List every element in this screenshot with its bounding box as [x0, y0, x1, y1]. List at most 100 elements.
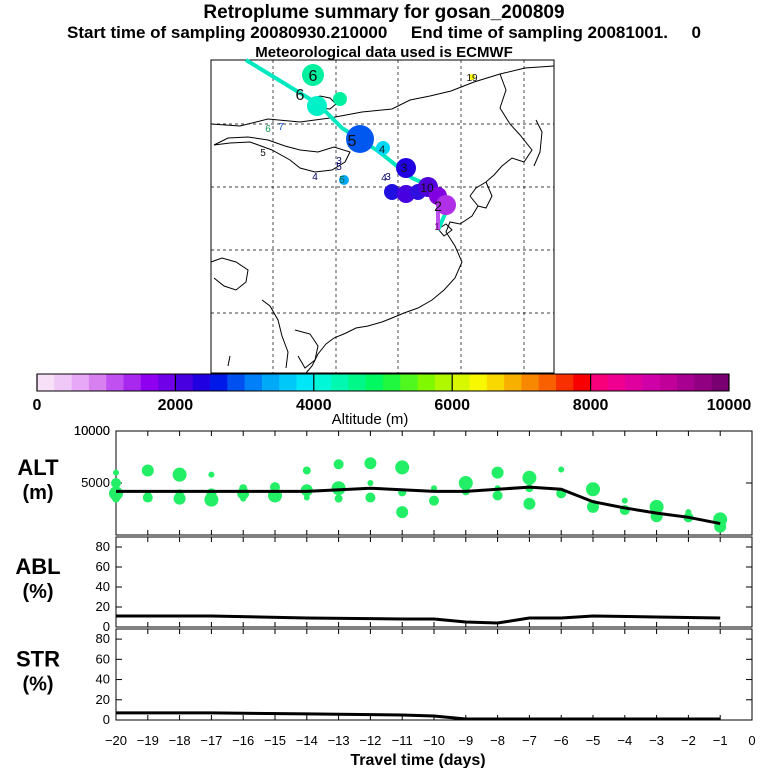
y-tick-label: 80: [96, 631, 110, 646]
scatter-point: [587, 500, 599, 513]
scatter-point: [523, 497, 536, 510]
x-tick-label: −9: [458, 733, 473, 748]
colorbar-cell: [88, 374, 107, 391]
map-day-label: 3: [385, 172, 391, 183]
colorbar-cell: [677, 374, 695, 391]
colorbar-cell: [365, 374, 384, 391]
x-tick-label: −16: [232, 733, 254, 748]
colorbar-cell: [486, 374, 505, 391]
sampling-period: Start time of sampling 20080930.210000 E…: [66, 23, 701, 42]
centroid-bubble: [384, 184, 400, 200]
panel-ylabel: (%): [22, 581, 53, 603]
x-tick-label: −2: [681, 733, 696, 748]
colorbar-cell: [192, 374, 211, 391]
scatter-point: [365, 492, 376, 503]
x-tick-label: −15: [264, 733, 286, 748]
map-day-label: 3: [336, 156, 342, 167]
panel-ylabel: ABL: [15, 554, 60, 579]
scatter-point: [173, 492, 186, 505]
colorbar-cell: [123, 374, 142, 391]
map-day-label: 7: [278, 122, 284, 133]
centroid-bubble: [376, 141, 390, 155]
time-series-panels: 50001000010000ALT(m)020406080ABL(%)02040…: [15, 423, 755, 768]
colorbar-cell: [175, 374, 194, 391]
series-line: [116, 711, 721, 721]
scatter-point: [172, 467, 187, 482]
colorbar-cell: [607, 374, 626, 391]
panel-ylabel: STR: [16, 647, 60, 672]
scatter-point: [586, 482, 600, 497]
map-day-label: 1: [434, 222, 440, 233]
panel-frame: [115, 536, 753, 628]
y-tick-label: 60: [96, 651, 110, 666]
x-tick-label: −13: [328, 733, 350, 748]
scatter-point: [334, 494, 343, 503]
colorbar-cell: [54, 374, 73, 391]
x-tick-label: −20: [105, 733, 127, 748]
colorbar-cell: [642, 374, 661, 391]
colorbar-cell: [573, 374, 592, 391]
centroid-bubble: [396, 158, 416, 178]
scatter-point: [204, 492, 219, 507]
panel-ylabel: (%): [22, 674, 53, 696]
panel-frame: [115, 628, 753, 721]
map-day-label: 3: [401, 161, 408, 175]
colorbar-tick-label: 6000: [434, 397, 470, 414]
colorbar-cell: [469, 374, 488, 391]
scatter-point: [240, 495, 247, 502]
colorbar-cell: [37, 374, 55, 391]
colorbar-cell: [348, 374, 367, 391]
x-axis-label: Travel time (days): [350, 752, 485, 768]
map-day-label: 10: [420, 181, 434, 195]
colorbar-tick-label: 8000: [573, 397, 609, 414]
x-tick-label: −3: [649, 733, 664, 748]
centroid-bubble: [302, 64, 324, 86]
colorbar-cell: [556, 374, 574, 391]
series-line: [116, 614, 721, 625]
colorbar-cell: [659, 374, 678, 391]
x-tick-label: −8: [490, 733, 505, 748]
map-graticule: [211, 60, 554, 373]
x-tick-label: −19: [137, 733, 159, 748]
colorbar-cell: [331, 374, 349, 391]
y-tick-label: 80: [96, 539, 110, 554]
scatter-point: [649, 499, 664, 514]
y-tick-label: 0: [103, 712, 110, 727]
scatter-point: [492, 490, 503, 501]
scatter-point: [429, 495, 439, 506]
panel-ylabel: (m): [22, 482, 53, 504]
y-tick-label: 5000: [81, 475, 110, 490]
y-tick-label: 10000: [74, 423, 110, 438]
centroid-bubble: [469, 74, 475, 80]
y-tick-label: 0: [103, 619, 110, 634]
colorbar-cell: [210, 374, 228, 391]
map-frame: [210, 59, 555, 374]
colorbar-cell: [106, 374, 124, 391]
colorbar-cell: [417, 374, 436, 391]
colorbar-cell: [313, 374, 332, 391]
scatter-point: [208, 471, 215, 478]
scatter-point: [395, 460, 410, 475]
colorbar-ticks: 0 2000 4000 6000 8000 10000: [33, 374, 752, 414]
colorbar-tick-label: 2000: [158, 397, 194, 414]
map-day-label: 5: [260, 148, 266, 159]
x-tick-label: −7: [522, 733, 537, 748]
colorbar-cell: [452, 374, 470, 391]
scatter-point: [431, 485, 437, 492]
map-day-label: 6: [265, 124, 271, 135]
colorbar-cell: [158, 374, 176, 391]
colorbar-cell: [244, 374, 263, 391]
y-tick-label: 40: [96, 672, 110, 687]
colorbar-cell: [590, 374, 609, 391]
centroid-bubble: [436, 195, 456, 215]
colorbar-cell: [71, 374, 90, 391]
scatter-point: [367, 480, 374, 486]
colorbar-tick-label: 10000: [707, 397, 752, 414]
colorbar-cell: [694, 374, 713, 391]
plume-centroids: [302, 64, 475, 215]
scatter-point: [333, 459, 344, 470]
